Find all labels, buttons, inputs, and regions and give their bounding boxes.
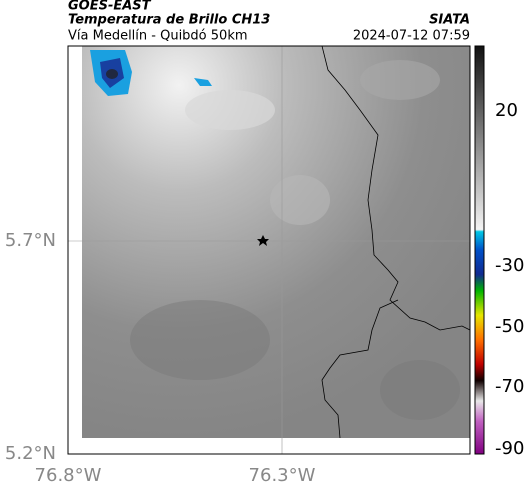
colorbar-label: -70 [495, 376, 524, 397]
map [67, 45, 471, 455]
datetime: 2024-07-12 07:59 [353, 29, 470, 44]
colorbar-label: -50 [495, 316, 524, 337]
source: GOES-EAST [68, 0, 152, 14]
product: Temperatura de Brillo CH13 [68, 13, 270, 28]
lat-label: 5.2°N [5, 443, 56, 464]
lon-label: 76.3°W [249, 465, 316, 486]
lon-label: 76.8°W [35, 465, 102, 486]
colorbar-label: 20 [495, 100, 518, 121]
location: Vía Medellín - Quibdó 50km [68, 29, 248, 44]
colorbar-label: -30 [495, 255, 524, 276]
agency: SIATA [429, 13, 470, 28]
colorbar-label: -90 [495, 438, 524, 459]
lat-label: 5.7°N [5, 230, 56, 251]
colorbar [474, 45, 485, 455]
